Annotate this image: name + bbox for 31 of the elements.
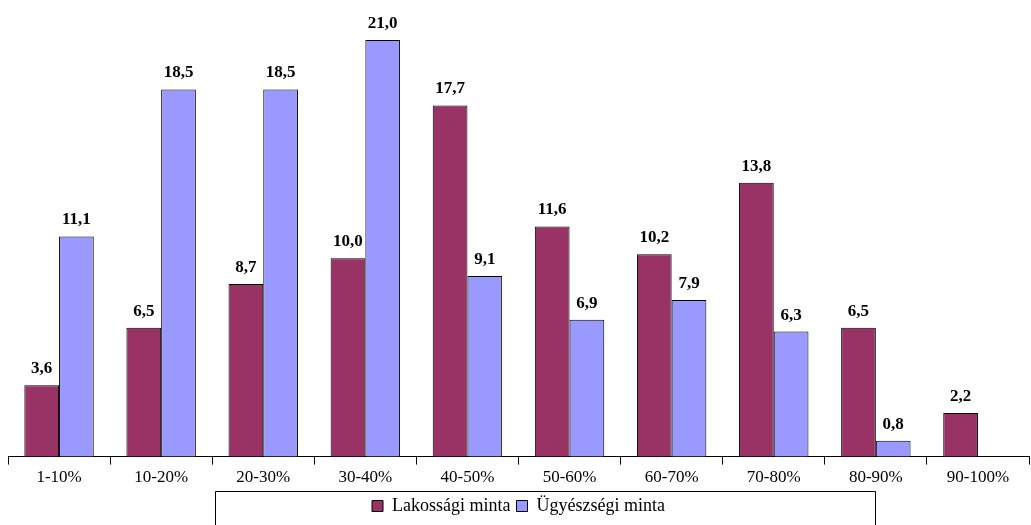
data-label: 6,5	[847, 300, 870, 320]
data-label: 18,5	[265, 62, 296, 82]
data-label: 18,5	[163, 62, 194, 82]
x-tick-label: 40-50%	[440, 467, 495, 487]
x-tick-label: 10-20%	[134, 467, 189, 487]
x-tick-label: 30-40%	[338, 467, 393, 487]
data-label: 21,0	[367, 12, 398, 32]
data-label: 11,1	[62, 209, 91, 229]
legend-label: Lakossági minta	[392, 494, 511, 515]
data-label: 10,2	[639, 227, 670, 247]
data-label: 6,3	[780, 304, 802, 324]
x-tick-label: 20-30%	[236, 467, 291, 487]
data-label: 2,2	[949, 385, 972, 405]
data-label: 17,7	[435, 78, 466, 98]
data-label: 0,8	[882, 413, 904, 433]
data-label: 6,5	[133, 300, 155, 320]
x-tick-label: 90-100%	[946, 467, 1010, 487]
x-tick-label: 1-10%	[36, 467, 82, 487]
x-tick-label: 70-80%	[746, 467, 801, 487]
data-label: 9,1	[474, 248, 496, 268]
data-label: 13,8	[741, 155, 772, 175]
x-tick-label: 80-90%	[848, 467, 903, 487]
data-label: 6,9	[576, 292, 598, 312]
data-label: 3,6	[31, 358, 53, 378]
data-label: 11,6	[537, 199, 567, 219]
data-label: 10,0	[333, 231, 363, 251]
x-tick-label: 50-60%	[542, 467, 597, 487]
data-label: 7,9	[678, 272, 700, 292]
legend-label: Ügyészségi minta	[536, 494, 665, 515]
x-tick-label: 60-70%	[644, 467, 699, 487]
data-label: 8,7	[235, 256, 258, 276]
